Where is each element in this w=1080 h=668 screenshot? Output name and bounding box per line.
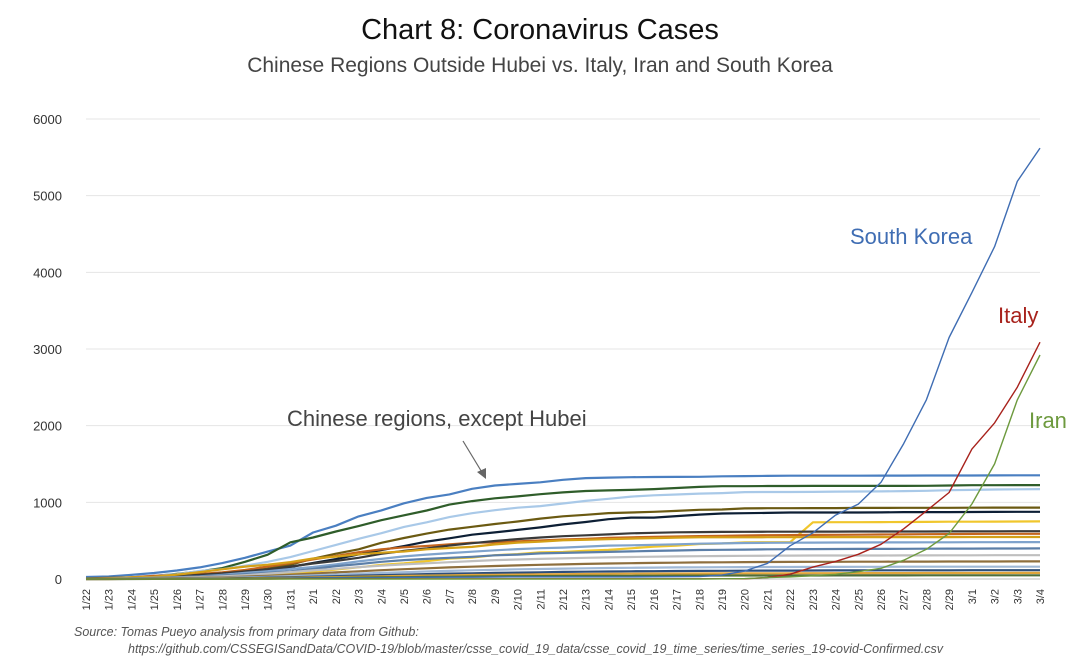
x-tick-label: 1/30	[263, 589, 275, 610]
x-tick-label: 1/26	[172, 589, 184, 610]
series-line-chinese-regions	[85, 540, 1040, 580]
x-tick-label: 2/9	[490, 589, 502, 604]
x-tick-label: 2/4	[376, 589, 388, 604]
x-axis-ticks: 1/22 1/23 1/24 1/25 1/26 1/27 1/28 1/29 1/30 1/31…	[81, 589, 1047, 610]
x-tick-label: 2/18	[694, 589, 706, 610]
x-tick-label: 2/22	[785, 589, 797, 610]
y-tick-label: 1000	[33, 495, 62, 510]
x-tick-label: 2/3	[354, 589, 366, 604]
gridlines	[86, 118, 1040, 580]
x-tick-label: 2/27	[899, 589, 911, 610]
x-tick-label: 3/1	[967, 589, 979, 604]
x-tick-label: 2/6	[422, 589, 434, 604]
y-tick-label: 5000	[33, 189, 62, 204]
annotation-iran: Iran	[1029, 408, 1067, 433]
x-tick-label: 1/22	[81, 589, 93, 610]
x-tick-label: 2/14	[603, 589, 615, 610]
x-tick-label: 2/17	[672, 589, 684, 610]
x-tick-label: 1/31	[285, 589, 297, 610]
x-tick-label: 1/27	[195, 589, 207, 610]
x-tick-label: 2/8	[467, 589, 479, 604]
series-line-chinese-regions	[85, 530, 1040, 580]
x-tick-label: 1/28	[217, 589, 229, 610]
source-line-1: Source: Tomas Pueyo analysis from primar…	[74, 625, 419, 639]
x-tick-label: 1/24	[126, 589, 138, 610]
x-tick-label: 2/21	[762, 589, 774, 610]
series-lines	[85, 147, 1041, 581]
x-tick-label: 2/11	[535, 589, 547, 610]
series-line-chinese-regions	[85, 554, 1040, 581]
x-tick-label: 2/13	[581, 589, 593, 610]
y-tick-label: 3000	[33, 342, 62, 357]
source-line-2: https://github.com/CSSEGISandData/COVID-…	[128, 642, 943, 656]
x-tick-label: 1/25	[149, 589, 161, 610]
annotation-chinese-regions: Chinese regions, except Hubei	[287, 406, 587, 431]
annotations: South Korea Italy Iran Chinese regions, exc…	[287, 224, 1067, 479]
annotation-arrow-line	[462, 440, 484, 475]
x-tick-label: 2/10	[513, 589, 525, 610]
x-tick-label: 2/20	[740, 589, 752, 610]
x-tick-label: 1/29	[240, 589, 252, 610]
series-line-chinese-regions	[85, 535, 1040, 580]
x-tick-label: 2/15	[626, 589, 638, 610]
x-tick-label: 2/19	[717, 589, 729, 610]
x-tick-label: 2/16	[649, 589, 661, 610]
x-tick-label: 2/25	[853, 589, 865, 610]
x-tick-label: 1/23	[104, 589, 116, 610]
annotation-south-korea: South Korea	[850, 224, 973, 249]
x-tick-label: 2/5	[399, 589, 411, 604]
annotation-arrow-head	[477, 468, 486, 479]
x-tick-label: 2/29	[944, 589, 956, 610]
source-note: Source: Tomas Pueyo analysis from primar…	[74, 624, 943, 658]
x-tick-label: 2/26	[876, 589, 888, 610]
x-tick-label: 3/4	[1035, 589, 1047, 604]
x-tick-label: 2/28	[921, 589, 933, 610]
x-tick-label: 2/12	[558, 589, 570, 610]
x-tick-label: 3/3	[1012, 589, 1024, 604]
x-tick-label: 2/1	[308, 589, 320, 604]
x-tick-label: 2/2	[331, 589, 343, 604]
annotation-italy: Italy	[998, 303, 1038, 328]
y-axis-ticks: 0 1000 2000 3000 4000 5000 6000	[33, 112, 62, 587]
series-line-south-korea	[86, 147, 1041, 580]
chart-subtitle: Chinese Regions Outside Hubei vs. Italy,…	[247, 54, 833, 77]
y-tick-label: 6000	[33, 112, 62, 127]
x-tick-label: 2/24	[831, 589, 843, 610]
series-line-iran	[86, 354, 1041, 580]
x-tick-label: 2/23	[808, 589, 820, 610]
y-tick-label: 4000	[33, 265, 62, 280]
chart-title: Chart 8: Coronavirus Cases	[361, 14, 719, 46]
x-tick-label: 2/7	[444, 589, 456, 604]
y-tick-label: 2000	[33, 419, 62, 434]
series-line-chinese-regions	[85, 484, 1040, 580]
y-tick-label: 0	[55, 572, 62, 587]
series-line-chinese-regions	[85, 474, 1040, 579]
x-tick-label: 3/2	[990, 589, 1002, 604]
